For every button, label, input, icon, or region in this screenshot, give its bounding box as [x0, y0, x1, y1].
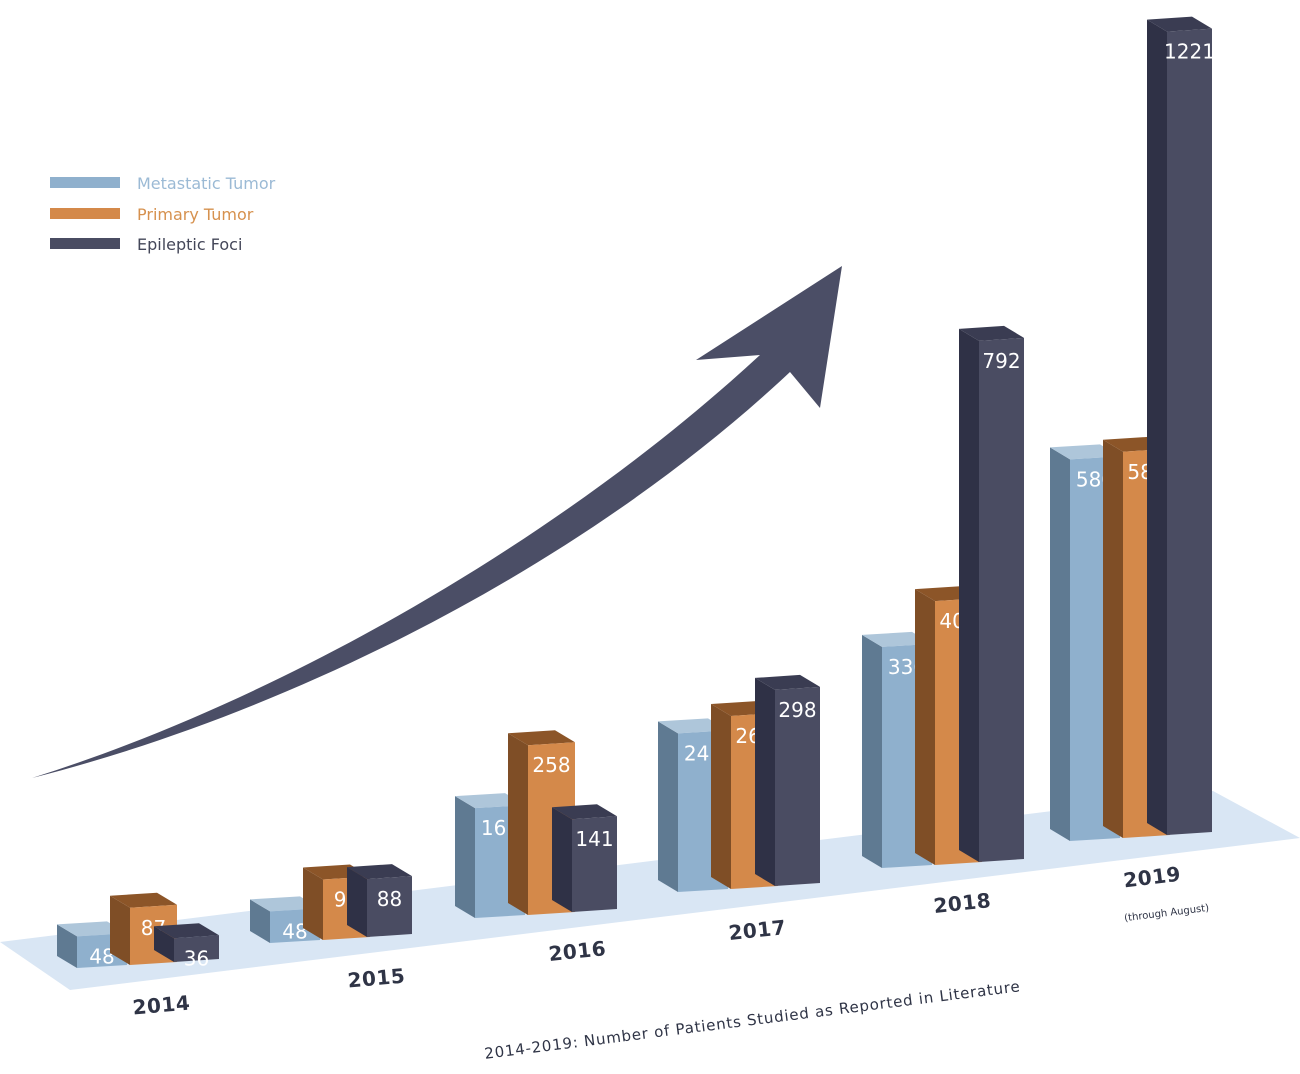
bar-top	[552, 804, 617, 820]
year-label-2015: 2015	[347, 964, 407, 993]
year-label-2014: 2014	[132, 991, 192, 1020]
bar-side	[455, 796, 475, 918]
legend-entry-primary: Primary Tumor	[50, 205, 254, 224]
legend-label-epileptic: Epileptic Foci	[137, 235, 242, 254]
bar-front	[367, 876, 412, 937]
bar-top	[862, 631, 932, 647]
bar-top	[110, 892, 177, 908]
bar-side	[959, 328, 979, 862]
bar-epileptic-2019: 1221	[1147, 16, 1215, 835]
year-label-2018: 2018	[932, 888, 992, 918]
bar-value-label: 258	[532, 753, 570, 777]
chart-caption: 2014-2019: Number of Patients Studied as…	[483, 977, 1021, 1063]
bar-front	[1167, 28, 1212, 835]
year-label-2017: 2017	[727, 915, 787, 945]
bar-value-label: 36	[184, 946, 209, 970]
bar-side	[1050, 447, 1070, 841]
legend-label-primary: Primary Tumor	[137, 205, 254, 224]
bar-epileptic-2015: 88	[347, 864, 412, 937]
bar-top	[658, 718, 728, 734]
bar-front	[979, 337, 1024, 862]
bar-top	[57, 921, 127, 937]
bar-side	[755, 677, 775, 886]
legend-swatch-primary	[50, 208, 120, 219]
bar-side	[110, 895, 130, 965]
legend-swatch-epileptic	[50, 238, 120, 249]
legend-entry-epileptic: Epileptic Foci	[50, 235, 242, 254]
bar-top	[250, 896, 320, 912]
bar-epileptic-2017: 298	[755, 674, 820, 886]
bar-side	[915, 589, 935, 865]
bar-side	[711, 703, 731, 889]
bar-epileptic-2018: 792	[959, 325, 1024, 862]
bar-side	[1147, 19, 1167, 835]
bar-epileptic-2014: 36	[154, 923, 219, 970]
bar-side	[154, 926, 174, 962]
bar-front	[775, 686, 820, 886]
bar-side	[1103, 439, 1123, 838]
bar-side	[347, 867, 367, 937]
bar-side	[658, 721, 678, 892]
bar-side	[303, 867, 323, 940]
bar-top	[1050, 444, 1120, 460]
bar-value-label: 792	[982, 349, 1020, 373]
bar-side	[508, 733, 528, 915]
bar-value-label: 298	[778, 698, 816, 722]
bar-top	[755, 674, 820, 690]
legend-swatch-metastatic	[50, 177, 120, 188]
bar-value-label: 1221	[1164, 40, 1215, 64]
bar-top	[959, 325, 1024, 341]
bar-side	[552, 807, 572, 912]
bar-top	[508, 730, 575, 746]
bar-top	[154, 923, 219, 939]
bar-top	[347, 864, 412, 880]
bar-top	[455, 793, 525, 809]
bar-epileptic-2016: 141	[552, 804, 617, 912]
bar-top	[1147, 16, 1212, 32]
bar-front	[572, 816, 617, 912]
year-note-2019: (through August)	[1124, 903, 1210, 924]
bar-side	[250, 899, 270, 943]
trend-arrow	[32, 266, 842, 778]
bar-side	[862, 634, 882, 868]
bar-front	[174, 935, 219, 962]
bar-side	[57, 924, 77, 968]
year-label-2019: 2019	[1122, 862, 1182, 893]
bar-value-label: 88	[377, 887, 402, 911]
legend: Metastatic Tumor Primary Tumor Epileptic…	[50, 174, 276, 254]
bar-value-label: 141	[575, 827, 613, 851]
year-label-2016: 2016	[547, 936, 607, 966]
legend-entry-metastatic: Metastatic Tumor	[50, 174, 276, 193]
legend-label-metastatic: Metastatic Tumor	[137, 174, 276, 193]
